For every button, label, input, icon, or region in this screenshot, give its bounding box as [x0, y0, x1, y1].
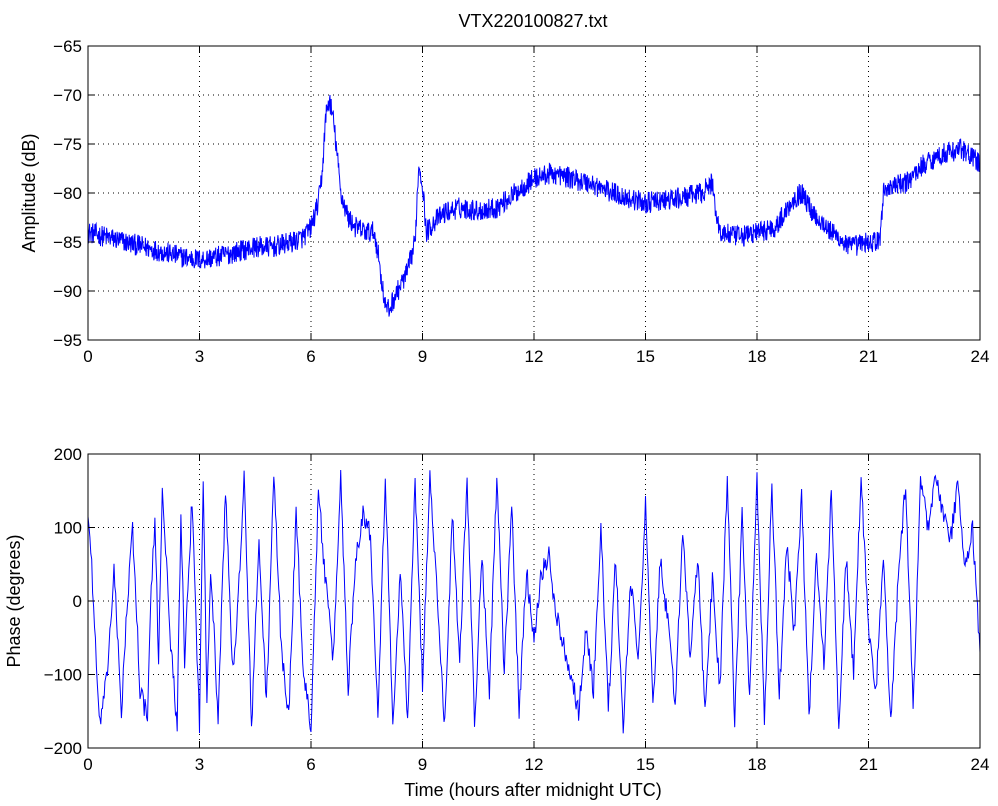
phase-ytick-label: −200: [44, 739, 82, 758]
amplitude-xtick-label: 6: [306, 347, 315, 366]
amplitude-xtick-label: 0: [83, 347, 92, 366]
amplitude-ylabel: Amplitude (dB): [19, 133, 39, 252]
phase-chart: 0 3 6 9 12 15 18 21 24 −200 −100 0 100 200 Phase (deg…: [4, 445, 989, 800]
phase-xtick-label: 18: [748, 755, 767, 774]
phase-xtick-label: 12: [525, 755, 544, 774]
amplitude-ytick-label: −95: [53, 331, 82, 350]
amplitude-xtick-label: 9: [418, 347, 427, 366]
amplitude-ytick-label: −90: [53, 282, 82, 301]
phase-ticks: 0 3 6 9 12 15 18 21 24 −200 −100 0 100 200: [44, 445, 990, 774]
phase-ytick-label: 200: [54, 445, 82, 464]
amplitude-series: [87, 94, 981, 317]
phase-xtick-label: 6: [306, 755, 315, 774]
phase-series-line: [87, 469, 981, 734]
amplitude-ytick-label: −85: [53, 233, 82, 252]
amplitude-grid: [88, 46, 980, 340]
phase-xtick-label: 9: [418, 755, 427, 774]
amplitude-xtick-label: 24: [971, 347, 990, 366]
amplitude-xtick-label: 15: [636, 347, 655, 366]
phase-xtick-label: 3: [195, 755, 204, 774]
amplitude-ticks: 0 3 6 9 12 15 18 21 24 −95 −90 −85 −80 −75 −70 −65: [53, 37, 989, 366]
phase-xtick-label: 0: [83, 755, 92, 774]
phase-ytick-label: −100: [44, 666, 82, 685]
amplitude-ytick-label: −70: [53, 86, 82, 105]
amplitude-xtick-label: 18: [748, 347, 767, 366]
amplitude-chart: VTX220100827.txt 0 3 6 9 12 15 18 21 24 −95 −90 −85…: [19, 11, 989, 366]
amplitude-series-line: [87, 94, 981, 317]
amplitude-xtick-label: 12: [525, 347, 544, 366]
phase-ytick-label: 100: [54, 519, 82, 538]
phase-xtick-label: 24: [971, 755, 990, 774]
phase-series: [87, 469, 981, 734]
phase-ytick-label: 0: [73, 592, 82, 611]
chart-title: VTX220100827.txt: [458, 11, 607, 31]
amplitude-ytick-label: −75: [53, 135, 82, 154]
phase-xtick-label: 21: [859, 755, 878, 774]
amplitude-ytick-label: −65: [53, 37, 82, 56]
amplitude-ytick-label: −80: [53, 184, 82, 203]
phase-ylabel: Phase (degrees): [4, 534, 24, 667]
phase-xlabel: Time (hours after midnight UTC): [404, 780, 661, 800]
amplitude-xtick-label: 21: [859, 347, 878, 366]
phase-xtick-label: 15: [636, 755, 655, 774]
amplitude-xtick-label: 3: [195, 347, 204, 366]
